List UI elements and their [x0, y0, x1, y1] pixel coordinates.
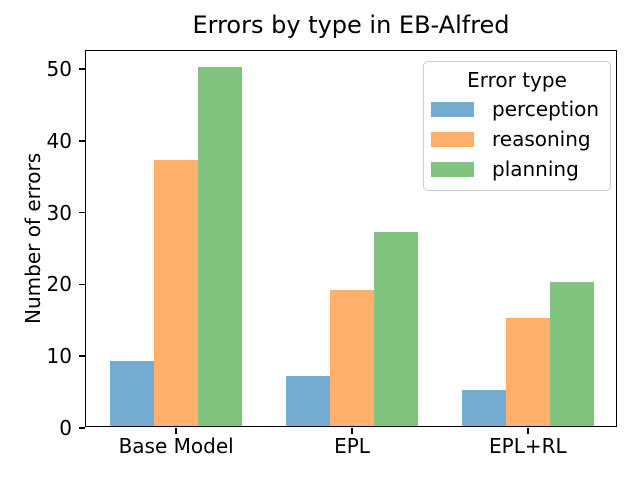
legend-label-perception: perception: [492, 97, 600, 121]
legend-title: Error type: [467, 68, 567, 92]
y-tick-mark-40: [78, 140, 85, 142]
bar-planning-epl-rl: [549, 282, 594, 426]
plot-area: 0 10 20 30 40 50 Base Model EPL EPL+RL Error ty…: [47, 50, 617, 458]
y-tick-mark-50: [78, 68, 85, 70]
legend-rows: perception reasoning planning: [431, 94, 610, 184]
y-tick-mark-10: [78, 355, 85, 357]
legend-swatch-perception: [431, 101, 474, 117]
y-tick-mark-20: [78, 283, 85, 286]
x-tick-mark-epl: [351, 427, 353, 434]
legend-item-perception: perception: [431, 94, 610, 124]
y-tick-label-10: 10: [46, 344, 72, 369]
x-tick-mark-epl-rl: [527, 427, 529, 434]
legend-label-planning: planning: [492, 157, 579, 181]
y-axis-label: Number of errors: [21, 152, 45, 325]
legend-box: Error type perception reasoning planning: [423, 61, 611, 191]
x-tick-label-base-model: Base Model: [118, 434, 234, 458]
x-tick-label-epl-rl: EPL+RL: [489, 434, 567, 458]
y-tick-label-50: 50: [46, 56, 72, 81]
x-tick-label-epl: EPL: [334, 434, 370, 458]
y-tick-mark-30: [78, 211, 85, 214]
legend-item-reasoning: reasoning: [431, 124, 610, 154]
y-tick-label-0: 0: [59, 416, 72, 440]
legend-swatch-planning: [431, 161, 474, 177]
y-tick-label-20: 20: [46, 272, 72, 297]
legend-item-planning: planning: [431, 154, 610, 184]
bar-planning-base-model: [198, 66, 243, 426]
bar-perception-epl: [286, 375, 330, 426]
bar-planning-epl: [373, 232, 418, 426]
y-tick-mark-0: [78, 427, 85, 429]
bar-perception-base-model: [110, 361, 155, 426]
y-tick-label-30: 30: [46, 200, 72, 225]
y-tick-label-40: 40: [46, 128, 72, 153]
bar-reasoning-epl-rl: [505, 318, 550, 426]
bar-reasoning-epl: [330, 289, 374, 426]
x-tick-mark-base-model: [175, 427, 177, 434]
legend-label-reasoning: reasoning: [492, 127, 591, 151]
bar-perception-epl-rl: [461, 390, 506, 426]
bar-reasoning-base-model: [154, 160, 199, 426]
chart-title: Errors by type in EB-Alfred: [192, 11, 510, 39]
legend-swatch-reasoning: [431, 131, 474, 147]
